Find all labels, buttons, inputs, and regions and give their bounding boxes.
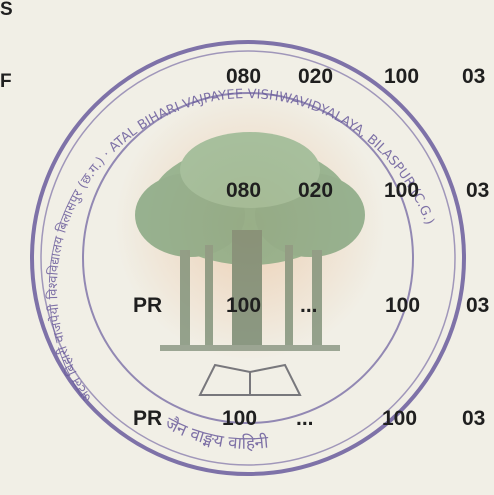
banyan-tree-emblem: [135, 132, 365, 351]
marks-cell: 080: [226, 179, 262, 202]
marks-cell: 020: [298, 179, 334, 202]
marks-cell: ...: [296, 407, 314, 430]
marks-cell: PR: [133, 294, 163, 317]
marks-cell: 100: [222, 407, 258, 430]
marks-cell: PR: [133, 407, 163, 430]
marks-cell: 03: [462, 407, 486, 430]
marks-cell: 100: [382, 407, 418, 430]
marks-cell: 080: [226, 65, 262, 88]
seal-inner-ring: [82, 92, 414, 424]
marks-cell: 03: [466, 179, 490, 202]
marks-cell: 100: [384, 179, 420, 202]
book-emblem: [198, 363, 302, 396]
edge-mark-left: F: [0, 71, 12, 92]
edge-mark-top-left: S: [0, 0, 13, 20]
marks-cell: 020: [298, 65, 334, 88]
marks-cell: 100: [384, 65, 420, 88]
marks-cell: 100: [385, 294, 421, 317]
marks-cell: 100: [226, 294, 262, 317]
seal-outer-ring: [30, 40, 466, 476]
seal-outer-inner-ring: [40, 50, 456, 466]
marks-cell: 03: [466, 294, 490, 317]
marks-cell: 03: [462, 65, 486, 88]
marks-cell: ...: [300, 294, 318, 317]
